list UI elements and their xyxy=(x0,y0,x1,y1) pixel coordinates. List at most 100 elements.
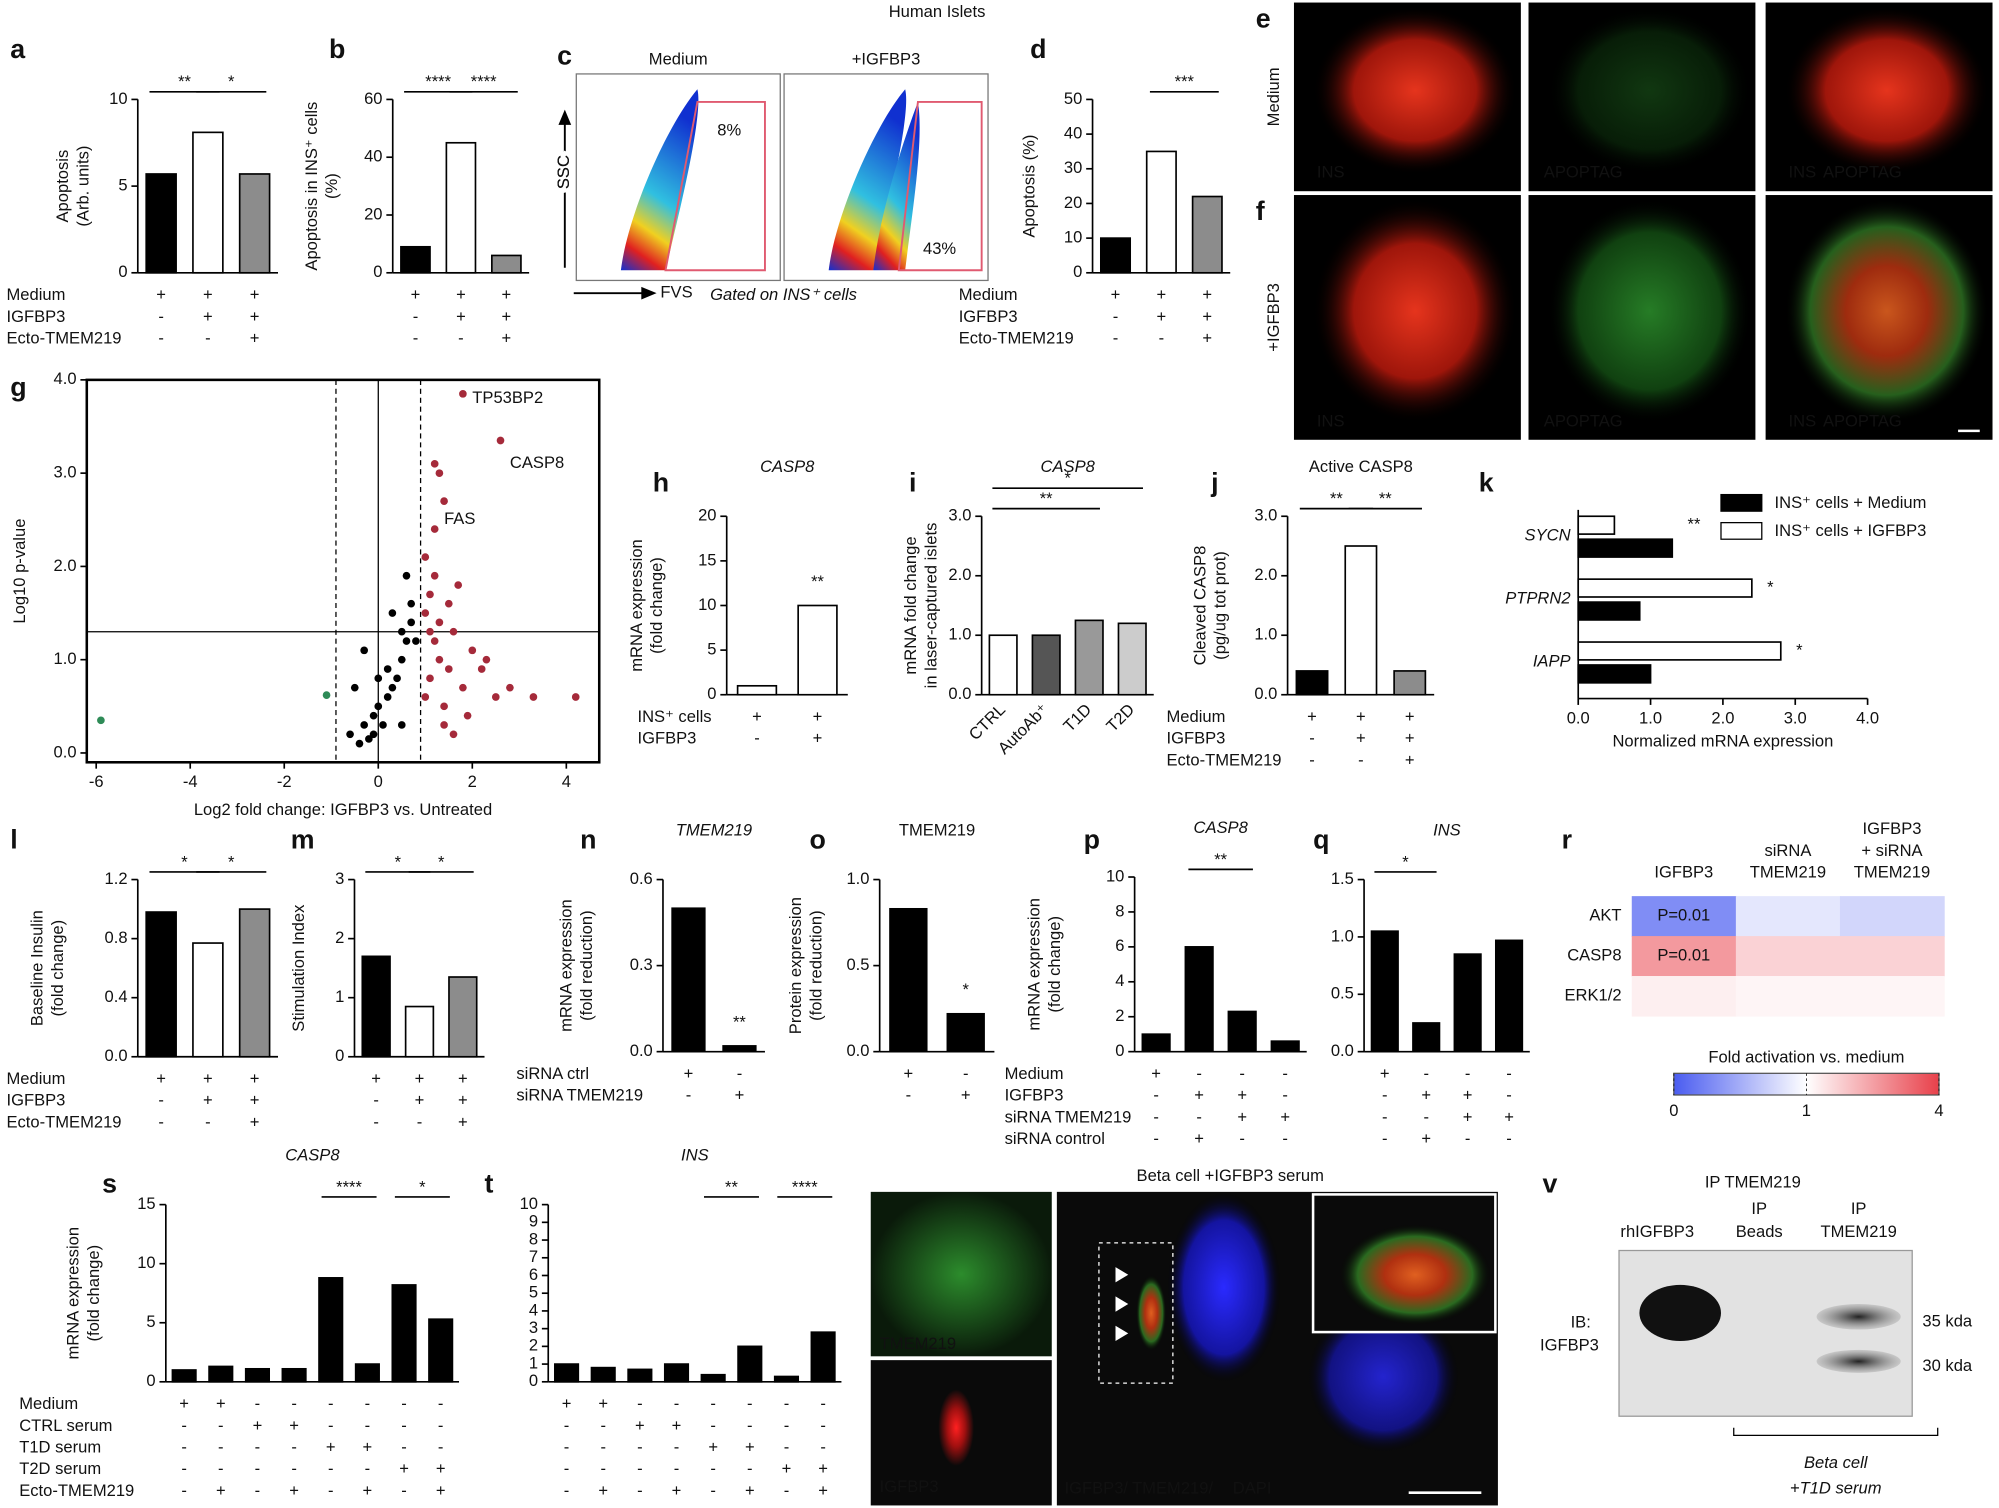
condition-label: IGFBP3 xyxy=(6,307,65,326)
condition-sign: - xyxy=(291,1394,297,1413)
condition-sign: + xyxy=(203,1091,213,1110)
gate xyxy=(897,101,983,272)
point xyxy=(430,459,439,468)
condition-sign: + xyxy=(1421,1086,1431,1105)
significance: ** xyxy=(1379,489,1392,508)
y-tick-label: 2 xyxy=(335,928,344,947)
condition-label: siRNA control xyxy=(1005,1129,1105,1148)
condition-sign: - xyxy=(365,1394,371,1413)
condition-label: INS⁺ cells xyxy=(637,707,711,726)
y-tick-label: 0 xyxy=(373,262,382,281)
condition-sign: + xyxy=(1405,750,1415,769)
arrowhead xyxy=(1115,1296,1129,1312)
condition-sign: + xyxy=(436,1459,446,1478)
point xyxy=(430,637,439,645)
condition-sign: - xyxy=(820,1416,826,1435)
condition-sign: - xyxy=(710,1394,716,1413)
condition-sign: + xyxy=(1307,707,1317,726)
y-tick-label: 2.0 xyxy=(1254,565,1277,584)
condition-sign: + xyxy=(216,1394,226,1413)
bar xyxy=(171,1369,197,1383)
x-tick-label: 2.0 xyxy=(1711,708,1734,727)
condition-sign: - xyxy=(737,1064,743,1083)
y-tick-label: 8 xyxy=(529,1229,538,1248)
significance: *** xyxy=(1175,72,1195,91)
condition-sign: + xyxy=(1405,729,1415,748)
condition-sign: - xyxy=(255,1459,261,1478)
row-label: Medium xyxy=(1264,67,1283,126)
point xyxy=(426,627,434,636)
condition-sign: + xyxy=(326,1437,336,1456)
condition-sign: + xyxy=(289,1416,299,1435)
condition-sign: + xyxy=(562,1394,572,1413)
point xyxy=(402,637,411,645)
condition-label: siRNA TMEM219 xyxy=(516,1086,643,1105)
panel-letter: f xyxy=(1256,196,1265,226)
condition-sign: + xyxy=(1237,1107,1247,1126)
colorbar-tick-label: 4 xyxy=(1934,1101,1943,1120)
condition-sign: - xyxy=(906,1086,912,1105)
bar xyxy=(1412,1022,1441,1053)
condition-sign: - xyxy=(417,1112,423,1131)
condition-label: Medium xyxy=(1166,707,1225,726)
condition-sign: - xyxy=(784,1437,790,1456)
condition-label: Medium xyxy=(6,285,65,304)
condition-sign: + xyxy=(1194,1129,1204,1148)
gate-percent: 43% xyxy=(923,239,956,258)
condition-sign: - xyxy=(438,1394,444,1413)
y-tick-label: 0 xyxy=(118,262,127,281)
x-tick-label: 4 xyxy=(562,772,571,791)
point xyxy=(459,683,467,692)
significance: ** xyxy=(1040,489,1053,508)
significance: * xyxy=(962,980,969,999)
point xyxy=(529,693,538,701)
heatmap-cell xyxy=(1631,976,1737,1017)
condition-sign: - xyxy=(1309,750,1315,769)
y-tick-label: 1.0 xyxy=(846,869,869,888)
condition-sign: - xyxy=(373,1112,379,1131)
y-tick-label: 3 xyxy=(529,1318,538,1337)
bar xyxy=(810,1331,836,1383)
cell-annotation: P=0.01 xyxy=(1657,905,1710,924)
x-tick-label: 3.0 xyxy=(1784,708,1807,727)
y-tick-label: 3.0 xyxy=(1254,506,1277,525)
bar xyxy=(428,1318,454,1383)
condition-sign: + xyxy=(684,1064,694,1083)
y-axis-label: Stimulation Index xyxy=(289,904,308,1032)
condition-sign: + xyxy=(1421,1129,1431,1148)
column-label: IGFBP3 xyxy=(1654,863,1713,882)
stain-label: INS xyxy=(1317,411,1345,430)
condition-sign: - xyxy=(784,1481,790,1500)
condition-sign: - xyxy=(1382,1086,1388,1105)
y-tick-label: 10 xyxy=(698,595,716,614)
condition-sign: - xyxy=(686,1086,692,1105)
panel-letter: k xyxy=(1479,467,1494,497)
condition-sign: - xyxy=(710,1459,716,1478)
condition-label: Ecto-TMEM219 xyxy=(6,328,121,347)
point xyxy=(369,711,378,720)
panel-title: TMEM219 xyxy=(899,820,975,839)
bar xyxy=(737,1345,763,1383)
y-tick-label: 3.0 xyxy=(54,463,77,482)
condition-sign: - xyxy=(1153,1129,1159,1148)
point xyxy=(360,721,368,729)
condition-sign: - xyxy=(1282,1064,1288,1083)
band xyxy=(1639,1284,1721,1342)
condition-sign: - xyxy=(1239,1064,1245,1083)
annotation: TP53BP2 xyxy=(472,388,543,407)
condition-sign: - xyxy=(747,1394,753,1413)
condition-sign: - xyxy=(1113,328,1119,347)
condition-sign: + xyxy=(1463,1086,1473,1105)
y-tick-label: 0.0 xyxy=(54,742,77,761)
condition-sign: - xyxy=(1309,729,1315,748)
flow-density xyxy=(620,89,699,271)
heatmap-cell xyxy=(1631,936,1737,977)
condition-sign: + xyxy=(1356,707,1366,726)
y-axis-label: (fold change) xyxy=(84,1245,103,1342)
legend-label: INS⁺ cells + IGFBP3 xyxy=(1775,521,1927,540)
bar xyxy=(988,634,1018,696)
condition-sign: - xyxy=(158,1112,164,1131)
y-tick-label: 0 xyxy=(1073,262,1082,281)
condition-sign: - xyxy=(401,1394,407,1413)
condition-sign: - xyxy=(564,1481,570,1500)
